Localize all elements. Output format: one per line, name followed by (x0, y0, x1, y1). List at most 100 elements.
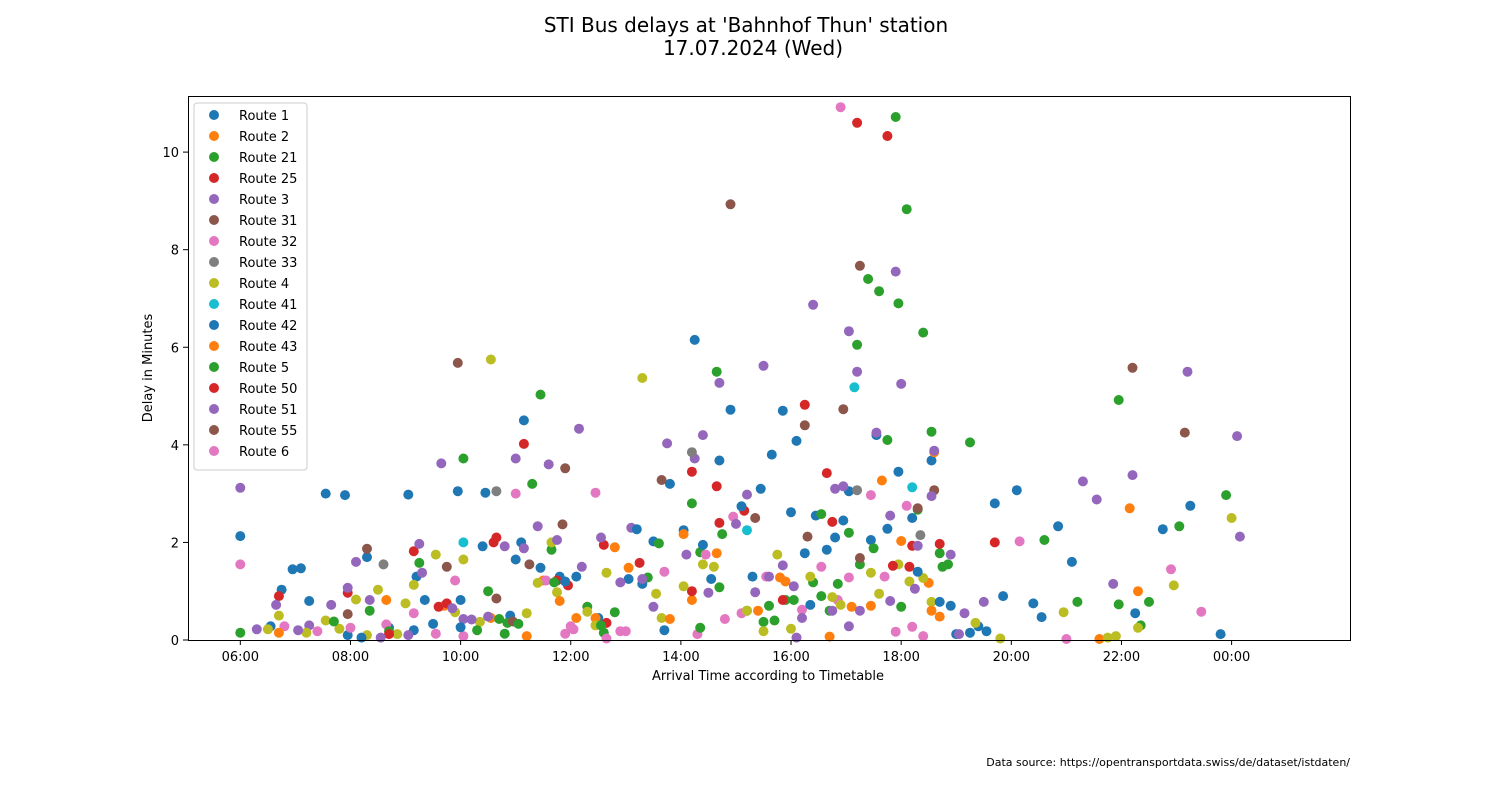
data-point-route-4 (827, 592, 838, 603)
data-point-route-2 (934, 611, 945, 622)
data-point-route-1 (945, 600, 956, 611)
data-point-route-32 (1196, 606, 1207, 617)
data-point-route-2 (1124, 503, 1135, 514)
data-point-route-51 (854, 605, 865, 616)
data-point-route-21 (494, 614, 505, 624)
data-point-route-1 (998, 591, 1009, 602)
data-point-route-4 (637, 373, 648, 383)
data-point-route-1 (304, 596, 315, 606)
data-point-route-21 (816, 509, 827, 520)
legend-box (193, 102, 308, 471)
data-point-route-4 (678, 581, 689, 592)
data-point-route-21 (874, 286, 885, 297)
data-point-route-21 (717, 529, 728, 540)
data-point-route-31 (1179, 427, 1190, 438)
legend-label: Route 2 (239, 130, 289, 145)
data-point-route-21 (653, 538, 664, 549)
data-point-route-51 (703, 587, 714, 598)
data-point-route-21 (918, 327, 929, 338)
data-point-route-1 (926, 455, 937, 466)
data-point-route-32 (865, 490, 876, 501)
data-point-route-25 (408, 546, 419, 557)
data-point-route-51 (375, 632, 386, 643)
legend-marker (209, 362, 219, 372)
data-point-route-1 (1215, 629, 1226, 640)
y-axis-ticks: 0 2 4 6 8 10 (162, 146, 188, 649)
legend-label: Route 3 (239, 193, 289, 208)
data-point-route-33 (686, 447, 697, 458)
x-axis-ticks: 06:00 08:00 10:00 12:00 14:00 16:00 18:00 20:00… (222, 640, 1250, 665)
data-point-route-33 (378, 559, 389, 570)
data-point-route-51 (978, 596, 989, 607)
legend-label: Route 4 (239, 277, 289, 292)
data-point-route-1 (362, 552, 372, 563)
data-point-route-1 (340, 490, 350, 501)
y-axis-label: Delay in Minutes (141, 313, 156, 422)
data-point-route-3 (871, 427, 882, 438)
y-tick-label: 4 (171, 439, 179, 454)
data-point-route-1 (295, 563, 306, 574)
data-point-route-3 (885, 510, 896, 521)
data-point-route-31 (491, 593, 502, 604)
data-point-route-21 (965, 437, 975, 448)
data-point-route-3 (1182, 366, 1193, 377)
data-point-route-2 (711, 548, 722, 559)
data-point-route-25 (273, 591, 284, 602)
data-point-route-2 (571, 613, 582, 623)
data-point-route-51 (637, 574, 648, 584)
data-point-route-3 (364, 595, 375, 605)
data-point-route-51 (499, 541, 510, 552)
x-tick-label: 16:00 (772, 650, 809, 665)
data-point-route-51 (843, 621, 854, 632)
data-point-route-31 (362, 543, 372, 554)
data-point-route-5 (472, 625, 483, 636)
data-point-route-31 (912, 503, 923, 514)
legend-marker (209, 194, 219, 204)
data-point-route-1 (480, 487, 491, 498)
data-point-route-51 (885, 596, 896, 606)
data-point-route-42 (934, 596, 945, 607)
data-point-route-1 (907, 513, 918, 523)
data-point-route-31 (441, 561, 452, 572)
data-point-route-31 (560, 463, 571, 474)
data-point-route-21 (896, 601, 907, 612)
y-tick-label: 10 (162, 146, 179, 161)
data-point-route-41 (742, 525, 752, 536)
legend-label: Route 31 (239, 214, 297, 229)
data-point-route-21 (527, 478, 538, 489)
data-point-route-4 (521, 608, 532, 619)
data-point-route-1 (235, 531, 246, 542)
data-point-route-6 (620, 626, 631, 637)
data-point-route-51 (764, 571, 774, 582)
chart-title: STI Bus delays at 'Bahnhof Thun' station (544, 13, 948, 37)
data-point-route-32 (816, 561, 827, 572)
data-point-route-21 (901, 204, 912, 215)
data-point-route-51 (797, 613, 807, 623)
data-point-route-25 (518, 438, 529, 449)
data-point-route-42 (477, 541, 488, 552)
x-tick-label: 22:00 (1103, 650, 1140, 665)
data-point-route-1 (725, 404, 736, 415)
data-point-route-32 (560, 628, 571, 639)
data-point-route-3 (830, 483, 841, 494)
data-point-route-1 (786, 507, 796, 518)
data-point-route-25 (989, 537, 1000, 548)
data-point-route-21 (458, 453, 469, 464)
data-point-route-3 (929, 445, 940, 456)
legend-label: Route 55 (239, 424, 297, 439)
data-point-route-51 (750, 587, 761, 598)
data-point-route-1 (1185, 500, 1196, 511)
data-point-route-31 (838, 404, 849, 415)
x-tick-label: 14:00 (662, 650, 699, 665)
legend-marker (209, 299, 219, 309)
data-point-route-2 (1094, 634, 1105, 644)
data-point-route-51 (447, 603, 458, 614)
data-point-route-4 (742, 605, 752, 616)
legend-label: Route 33 (239, 256, 297, 271)
data-point-route-3 (436, 458, 447, 469)
legend-label: Route 6 (239, 445, 289, 460)
legend-label: Route 41 (239, 298, 297, 313)
data-point-route-4 (697, 559, 708, 570)
data-point-route-25 (799, 399, 810, 410)
legend-label: Route 5 (239, 361, 289, 376)
